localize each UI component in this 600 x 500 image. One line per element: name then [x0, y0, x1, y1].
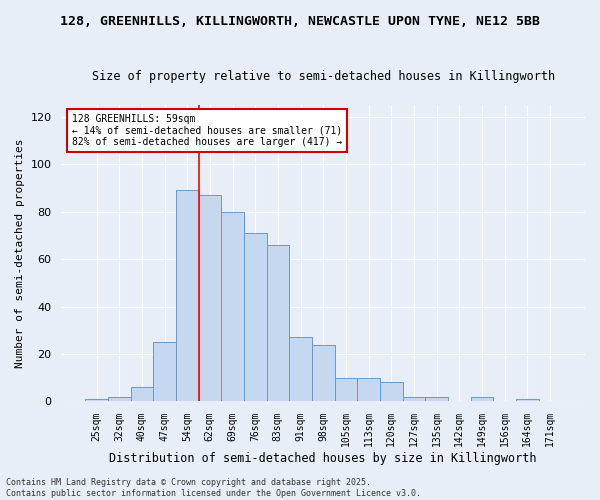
Text: 128 GREENHILLS: 59sqm
← 14% of semi-detached houses are smaller (71)
82% of semi: 128 GREENHILLS: 59sqm ← 14% of semi-deta… [72, 114, 342, 147]
Bar [85, 399, 108, 402]
Bar [403, 396, 425, 402]
Title: Size of property relative to semi-detached houses in Killingworth: Size of property relative to semi-detach… [92, 70, 555, 83]
Bar [425, 396, 448, 402]
Bar [312, 344, 335, 402]
Bar [380, 382, 403, 402]
X-axis label: Distribution of semi-detached houses by size in Killingworth: Distribution of semi-detached houses by … [109, 452, 537, 465]
Bar [266, 245, 289, 402]
Bar [335, 378, 357, 402]
Bar [199, 195, 221, 402]
Y-axis label: Number of semi-detached properties: Number of semi-detached properties [15, 138, 25, 368]
Bar [244, 233, 266, 402]
Bar [176, 190, 199, 402]
Bar [357, 378, 380, 402]
Bar [289, 338, 312, 402]
Text: 128, GREENHILLS, KILLINGWORTH, NEWCASTLE UPON TYNE, NE12 5BB: 128, GREENHILLS, KILLINGWORTH, NEWCASTLE… [60, 15, 540, 28]
Bar [153, 342, 176, 402]
Bar [516, 399, 539, 402]
Text: Contains HM Land Registry data © Crown copyright and database right 2025.
Contai: Contains HM Land Registry data © Crown c… [6, 478, 421, 498]
Bar [131, 387, 153, 402]
Bar [470, 396, 493, 402]
Bar [108, 396, 131, 402]
Bar [221, 212, 244, 402]
